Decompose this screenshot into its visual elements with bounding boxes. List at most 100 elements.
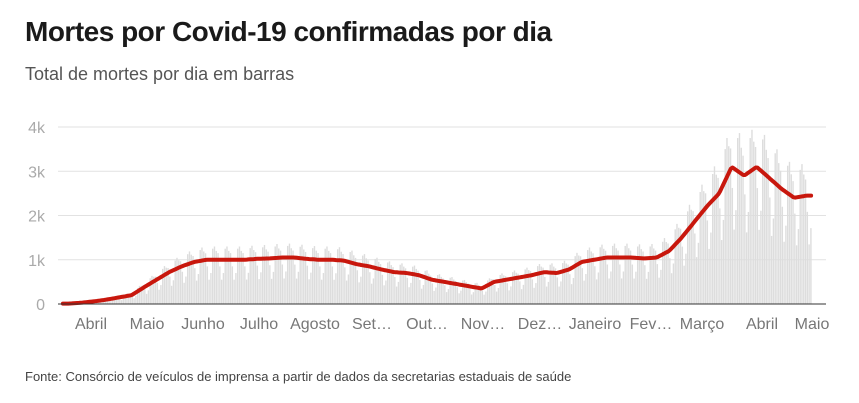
daily-bar xyxy=(231,266,234,304)
daily-bar xyxy=(219,266,221,304)
daily-bar xyxy=(233,279,235,304)
daily-bar xyxy=(253,250,255,304)
daily-bar xyxy=(135,295,137,304)
daily-bar xyxy=(349,252,351,304)
daily-bar xyxy=(390,265,392,304)
daily-bar xyxy=(588,247,591,304)
daily-bar xyxy=(133,298,135,304)
daily-bar xyxy=(540,266,542,304)
daily-bar xyxy=(429,275,432,304)
daily-bar xyxy=(412,266,414,304)
daily-bar xyxy=(644,265,646,304)
daily-bar xyxy=(604,250,607,304)
daily-bar xyxy=(463,279,466,304)
daily-bar xyxy=(437,274,439,304)
daily-bar xyxy=(419,279,421,304)
daily-bar xyxy=(169,276,171,304)
daily-bar xyxy=(688,204,691,304)
daily-bar xyxy=(619,264,621,304)
daily-bar xyxy=(401,263,403,304)
daily-bar xyxy=(376,257,378,304)
daily-bar xyxy=(183,282,185,304)
daily-bar xyxy=(142,285,144,304)
daily-bar xyxy=(758,229,760,304)
daily-bar xyxy=(476,282,478,304)
daily-bar xyxy=(713,166,716,304)
daily-bar xyxy=(767,158,769,304)
daily-bar xyxy=(403,266,405,304)
daily-bar xyxy=(701,184,703,304)
daily-bar xyxy=(431,283,434,304)
daily-bar xyxy=(270,278,273,304)
daily-bar xyxy=(262,247,264,304)
daily-bar xyxy=(442,278,444,304)
daily-bar xyxy=(612,245,614,304)
y-tick-label: 4k xyxy=(28,120,46,137)
daily-bar xyxy=(563,260,566,304)
daily-bar xyxy=(472,292,475,304)
daily-bar xyxy=(149,278,151,304)
x-month-label: Maio xyxy=(795,316,830,333)
daily-bar xyxy=(381,274,384,304)
daily-bar xyxy=(345,280,348,304)
daily-bar xyxy=(549,264,551,304)
daily-bar xyxy=(795,245,798,304)
daily-bar xyxy=(124,294,126,304)
daily-bar xyxy=(369,272,371,304)
x-month-label: Março xyxy=(680,316,725,333)
daily-bar xyxy=(640,249,642,304)
daily-bar xyxy=(520,289,523,304)
daily-bar xyxy=(754,146,757,304)
daily-bar xyxy=(179,261,182,304)
daily-bar xyxy=(190,254,192,304)
daily-bar xyxy=(633,278,635,304)
daily-bar xyxy=(590,251,592,304)
daily-bar xyxy=(797,229,800,304)
daily-bar xyxy=(95,302,98,304)
daily-bar xyxy=(745,232,748,304)
daily-bar xyxy=(538,264,541,304)
daily-bar xyxy=(237,248,239,304)
daily-bar xyxy=(788,161,791,304)
daily-bar xyxy=(722,219,725,304)
daily-bar xyxy=(213,246,216,304)
daily-bar xyxy=(260,272,262,304)
daily-bar xyxy=(454,280,457,304)
daily-bar xyxy=(388,261,391,304)
daily-bar xyxy=(365,258,367,304)
daily-bar xyxy=(370,283,373,304)
daily-bar xyxy=(719,208,721,304)
daily-bar xyxy=(467,283,469,304)
daily-bar xyxy=(251,245,253,304)
daily-bar xyxy=(606,264,609,304)
daily-bar xyxy=(340,251,342,304)
daily-bar xyxy=(762,139,764,304)
daily-bar xyxy=(651,244,653,304)
daily-bar xyxy=(779,170,782,304)
x-month-label: Fev… xyxy=(630,316,673,333)
daily-bar xyxy=(408,287,410,304)
daily-bar xyxy=(278,248,280,304)
daily-bar xyxy=(199,250,201,304)
daily-bar xyxy=(726,137,728,304)
daily-bar xyxy=(404,268,407,304)
moving-average-line xyxy=(60,165,814,306)
daily-bar xyxy=(554,268,557,304)
daily-bar xyxy=(247,272,250,304)
daily-bar xyxy=(162,268,164,304)
daily-bar xyxy=(679,228,682,304)
daily-bar xyxy=(392,267,394,304)
daily-bar xyxy=(460,290,462,304)
daily-bar xyxy=(226,246,228,304)
daily-bar xyxy=(451,277,453,304)
daily-bar xyxy=(194,268,196,304)
daily-bar xyxy=(744,194,746,304)
daily-bar xyxy=(413,265,416,304)
x-month-label: Janeiro xyxy=(569,316,622,333)
daily-bar xyxy=(513,270,516,304)
daily-bar xyxy=(676,223,678,304)
daily-bar xyxy=(129,294,132,304)
daily-bar xyxy=(344,267,346,304)
daily-bar xyxy=(690,209,692,304)
